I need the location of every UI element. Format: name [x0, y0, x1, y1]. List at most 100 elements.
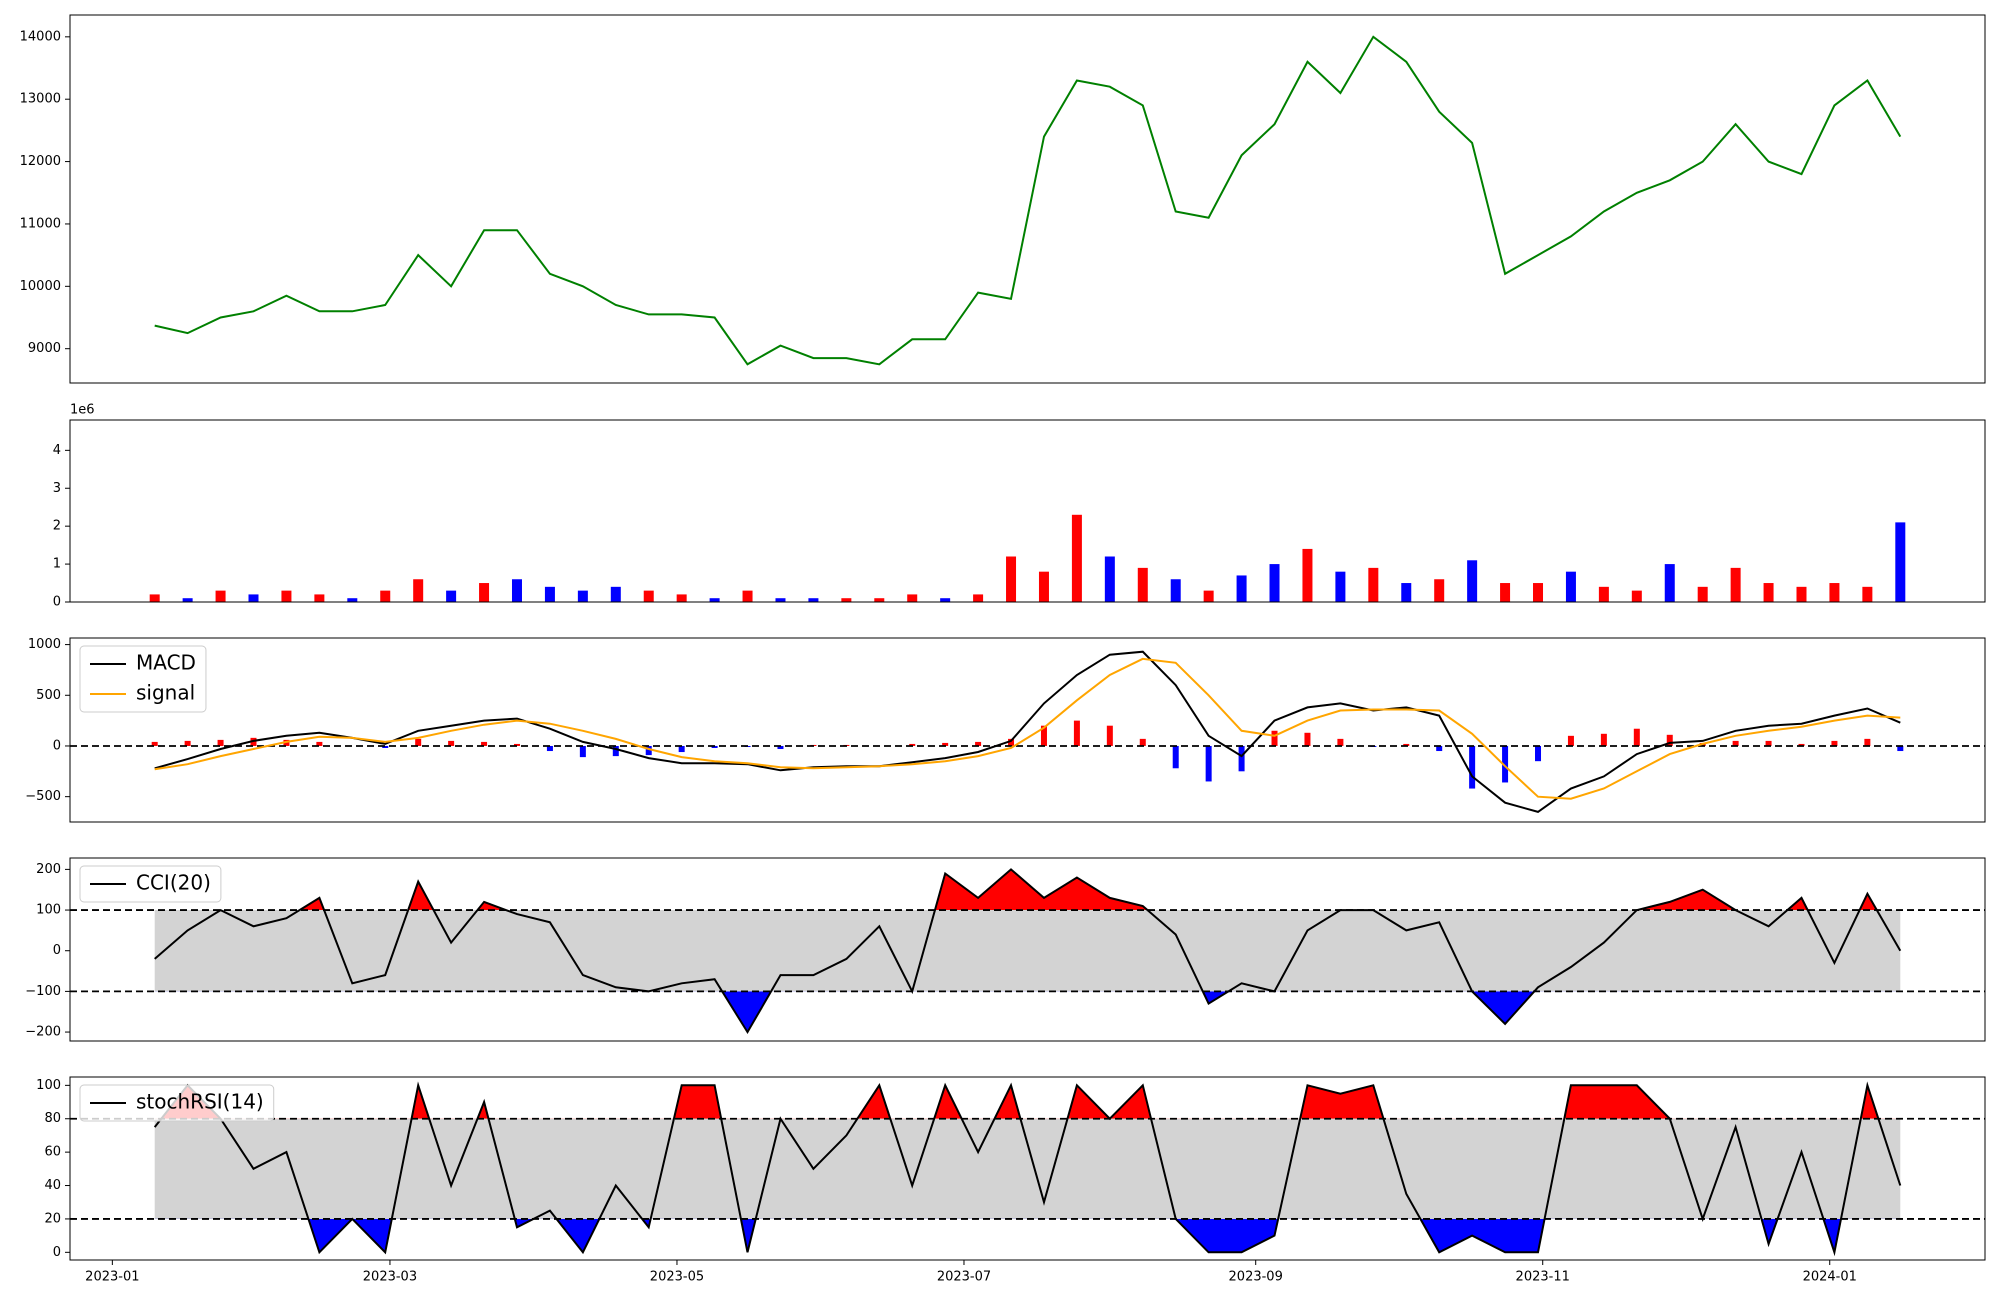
histogram-bar — [1535, 745, 1542, 762]
panel: −200 −100 0 100 200 CCI(20) — [25, 857, 1986, 1042]
histogram-bar — [1502, 745, 1509, 783]
y-tick-label: 200 — [36, 862, 61, 877]
bar — [1467, 560, 1478, 602]
histogram-bar — [1172, 745, 1179, 769]
bar — [1434, 579, 1445, 602]
bar — [1170, 579, 1181, 602]
y-tick-label: 0 — [53, 943, 61, 958]
bar — [1533, 583, 1544, 602]
histogram-bar — [612, 745, 619, 757]
legend-box — [79, 645, 207, 713]
bar — [347, 598, 358, 602]
bar — [577, 590, 588, 602]
histogram-bar — [1337, 738, 1344, 746]
y-tick-label: 12000 — [20, 154, 61, 169]
band — [154, 910, 1901, 992]
bar — [1796, 586, 1807, 602]
bar — [1862, 586, 1873, 602]
bar — [1137, 567, 1148, 602]
histogram-bar — [1436, 745, 1443, 752]
histogram-bar — [481, 741, 488, 746]
histogram-bar — [1040, 725, 1047, 746]
bar — [1368, 567, 1379, 602]
bar — [1335, 571, 1346, 602]
bar — [1829, 583, 1840, 602]
axes-frame — [69, 14, 1986, 384]
axes-frame — [69, 419, 1986, 603]
y-tick-label: 60 — [44, 1145, 61, 1160]
bar — [544, 586, 555, 602]
bar — [248, 594, 259, 602]
histogram-bar — [1765, 740, 1772, 746]
histogram-bar — [513, 743, 520, 746]
histogram-bar — [1073, 720, 1080, 746]
offset-label: 1e6 — [70, 403, 95, 418]
price-line — [154, 35, 1902, 366]
legend-box — [79, 865, 222, 903]
histogram-bar — [645, 745, 652, 756]
indicator-line — [154, 657, 1901, 800]
panel: 0 1 2 3 4 1e6 — [53, 403, 1986, 610]
bar — [1006, 556, 1017, 602]
legend-label: CCI(20) — [136, 871, 211, 895]
axes-frame — [69, 1076, 1986, 1261]
legend-box — [79, 1084, 275, 1122]
histogram-bar — [1205, 745, 1212, 782]
bar — [511, 579, 522, 602]
panel: −500 0 500 1000 MACD signal — [25, 637, 1986, 823]
bar — [479, 583, 490, 602]
bar — [446, 590, 457, 602]
bar — [314, 594, 325, 602]
y-tick-label: 13000 — [20, 92, 61, 107]
bar — [709, 598, 720, 602]
bar — [281, 590, 292, 602]
histogram-bar — [184, 740, 191, 746]
histogram-bar — [579, 745, 586, 758]
plot-area — [70, 650, 1985, 813]
histogram-bar — [1139, 738, 1146, 746]
plot-area — [70, 868, 1985, 1035]
y-tick-label: 14000 — [20, 29, 61, 44]
bar — [1269, 564, 1280, 602]
histogram-bar — [448, 740, 455, 746]
bar — [808, 598, 819, 602]
y-tick-label: 0 — [53, 738, 61, 753]
bar — [380, 590, 391, 602]
y-tick-label: 3 — [53, 481, 61, 496]
bar — [1236, 575, 1247, 602]
indicator-line — [153, 1081, 1902, 1257]
y-tick-label: 100 — [36, 903, 61, 918]
y-tick-label: 40 — [44, 1178, 61, 1193]
bar — [742, 590, 753, 602]
bar — [1730, 567, 1741, 602]
bar — [973, 594, 984, 602]
legend: MACD signal — [79, 645, 207, 713]
histogram-bar — [777, 745, 784, 750]
bar — [643, 590, 654, 602]
bar — [413, 579, 424, 602]
histogram-bar — [1238, 745, 1245, 772]
bar — [907, 594, 918, 602]
bar — [1763, 583, 1774, 602]
histogram-bar — [909, 743, 916, 746]
histogram-bar — [1008, 738, 1015, 746]
y-tick-label: 1 — [53, 557, 61, 572]
axes-frame — [69, 857, 1986, 1042]
bar — [676, 594, 687, 602]
indicator-line — [154, 650, 1901, 813]
histogram-bar — [382, 745, 389, 748]
histogram-bar — [1831, 740, 1838, 746]
histogram-bar — [1633, 728, 1640, 746]
y-tick-label: 0 — [53, 595, 61, 610]
bar — [1895, 522, 1906, 602]
histogram-bar — [711, 745, 718, 748]
bar — [775, 598, 786, 602]
indicator-line — [154, 868, 1902, 1035]
extreme-fill — [299, 869, 1877, 911]
bar — [1565, 571, 1576, 602]
histogram-bar — [1897, 745, 1904, 752]
bar — [1203, 590, 1214, 602]
panel: 9000 10000 11000 12000 13000 14000 — [20, 14, 1986, 384]
x-tick-label: 2024-01 — [1803, 1270, 1857, 1285]
